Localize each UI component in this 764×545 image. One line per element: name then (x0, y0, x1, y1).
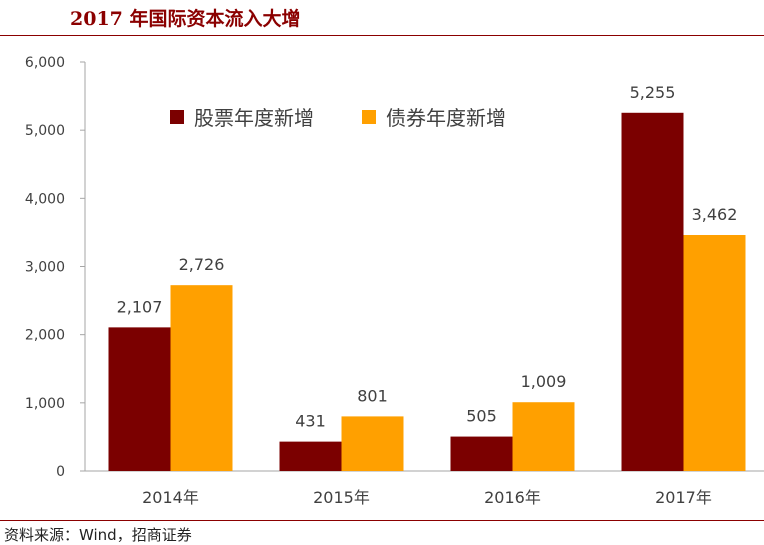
bar-bond (512, 402, 575, 471)
x-tick-label: 2017年 (655, 488, 712, 507)
y-tick-label: 6,000 (25, 55, 65, 71)
y-tick-label: 4,000 (25, 191, 65, 207)
y-tick-label: 2,000 (25, 328, 65, 344)
data-label: 5,255 (630, 83, 676, 102)
x-tick-label: 2014年 (142, 488, 199, 507)
data-label: 801 (357, 386, 388, 405)
legend-swatch (362, 110, 376, 124)
legend-swatch (170, 110, 184, 124)
x-axis: 2014年 2015年 2016年 2017年 (85, 470, 764, 507)
bar-equity (279, 441, 342, 471)
title-divider (0, 35, 764, 36)
data-labels: 2,107 431 505 5,255 2,726 801 1,009 3,462 (117, 83, 738, 431)
data-label: 431 (295, 412, 326, 431)
footer-divider (0, 520, 764, 521)
y-tick-label: 3,000 (25, 260, 65, 276)
bar-equity (450, 436, 513, 471)
data-label: 505 (466, 407, 497, 426)
legend-label: 债券年度新增 (386, 106, 506, 130)
bar-equity (108, 327, 171, 471)
page-title: 2017 年国际资本流入大增 (70, 8, 301, 30)
bar-equity (621, 112, 684, 471)
legend-label: 股票年度新增 (194, 106, 314, 130)
y-tick-label: 0 (56, 464, 65, 480)
y-tick-label: 1,000 (25, 396, 65, 412)
data-label: 2,107 (117, 297, 163, 316)
y-axis: 0 1,000 2,000 3,000 4,000 5,000 6,000 (25, 55, 86, 480)
x-tick-label: 2015年 (313, 488, 370, 507)
bar-bond (341, 416, 404, 471)
y-tick-label: 5,000 (25, 123, 65, 139)
bar-bond (170, 285, 233, 471)
source-note: 资料来源：Wind，招商证券 (4, 526, 192, 544)
x-tick-label: 2016年 (484, 488, 541, 507)
bar-bond (683, 235, 746, 471)
data-label: 3,462 (692, 205, 738, 224)
data-label: 1,009 (521, 372, 567, 391)
legend: 股票年度新增 债券年度新增 (170, 106, 506, 130)
bars (108, 112, 746, 471)
data-label: 2,726 (179, 255, 225, 274)
